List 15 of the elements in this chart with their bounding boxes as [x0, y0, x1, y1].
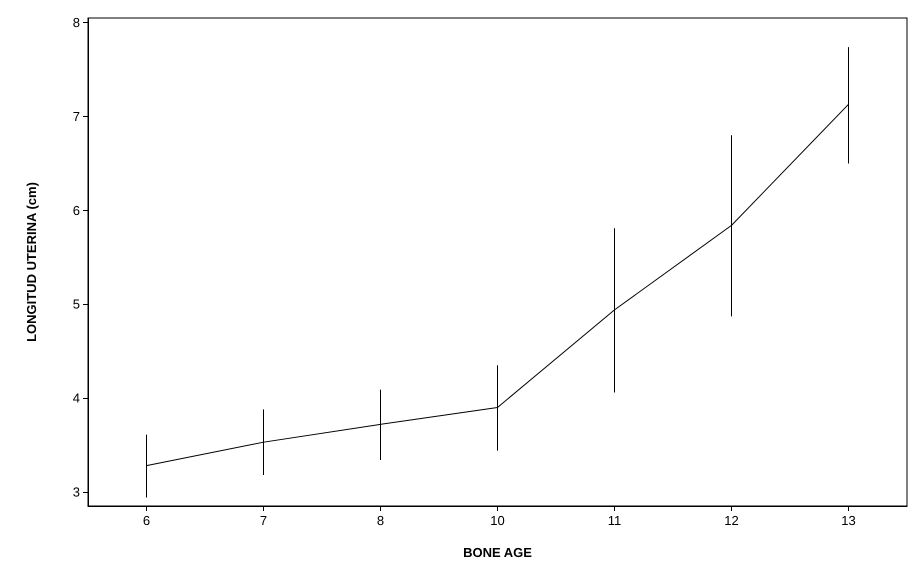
- x-tick-label: 13: [841, 513, 856, 528]
- x-tick-label: 12: [724, 513, 739, 528]
- y-tick-label: 3: [72, 484, 80, 500]
- y-tick-label: 8: [72, 15, 80, 30]
- x-tick-label: 11: [608, 513, 622, 528]
- x-axis-title: BONE AGE: [463, 545, 532, 560]
- y-axis-title: LONGITUD UTERINA (cm): [24, 182, 39, 342]
- y-tick-label: 4: [72, 390, 80, 406]
- y-tick-label: 7: [72, 109, 80, 124]
- x-tick-label: 10: [490, 513, 505, 528]
- x-tick-label: 6: [142, 513, 150, 528]
- x-tick-label: 7: [260, 513, 268, 528]
- y-tick-label: 6: [72, 202, 80, 218]
- x-tick-label: 8: [376, 513, 384, 528]
- y-tick-label: 5: [72, 296, 80, 312]
